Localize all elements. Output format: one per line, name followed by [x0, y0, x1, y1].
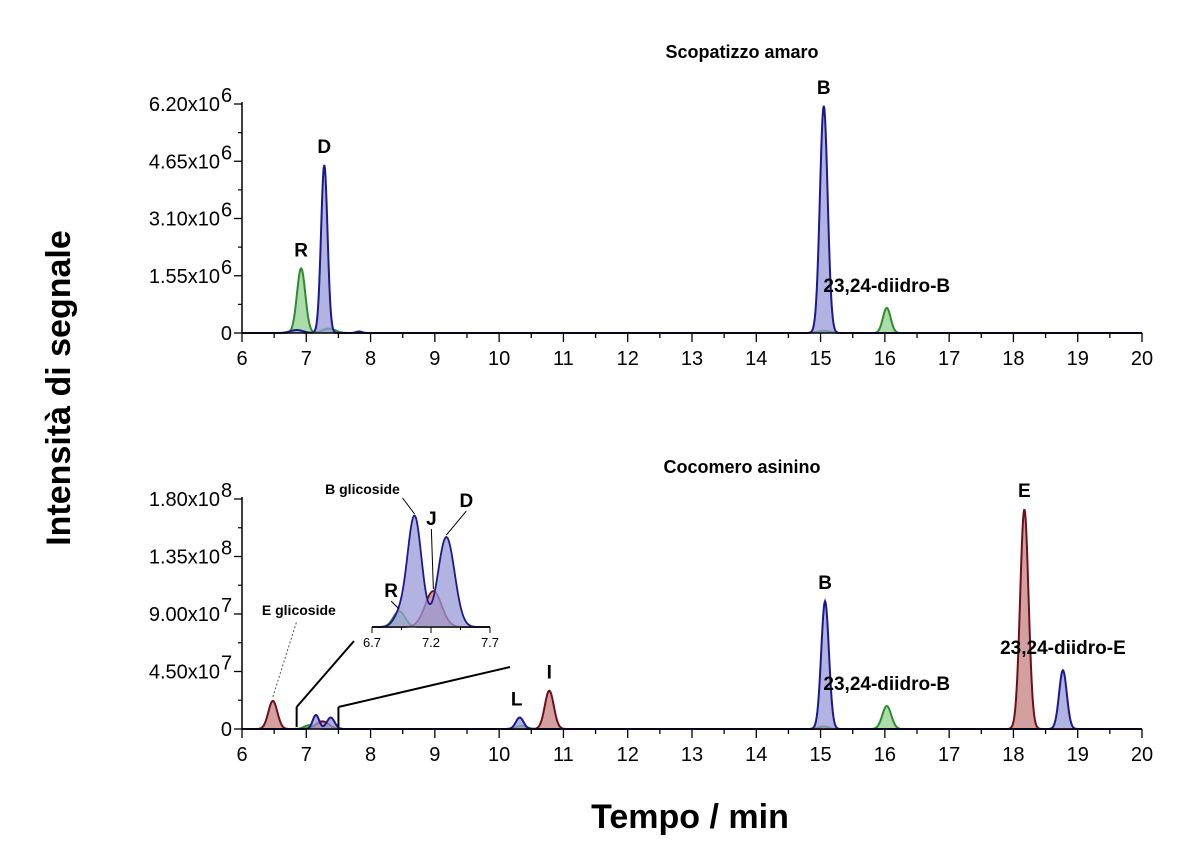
y-tick-exponent: 7 — [221, 595, 232, 617]
series-0-area — [242, 706, 1142, 729]
series-2-area — [242, 601, 1142, 729]
x-tick-label: 8 — [365, 348, 376, 370]
x-tick-label: 17 — [938, 348, 960, 370]
inset-leader-line — [402, 497, 415, 515]
peak-label: 23,24-diidro-E — [1000, 638, 1126, 659]
peak-label: I — [547, 663, 552, 684]
series-0-line — [242, 704, 1142, 730]
zoom-connector-right — [338, 666, 511, 708]
zoom-connector-left — [295, 640, 355, 708]
peak-label: E — [1018, 481, 1031, 502]
y-tick-label: 1.80x10 — [149, 489, 220, 511]
chart-title: Scopatizzo amaro — [665, 42, 818, 62]
series-1-area — [242, 105, 1142, 333]
inset-peak-label: J — [426, 509, 437, 530]
x-tick-label: 7 — [301, 348, 312, 370]
inset-leader-line — [430, 529, 434, 590]
peak-label: E glicoside — [262, 602, 336, 618]
y-tick-label: 9.00x10 — [149, 604, 220, 626]
peak-label: D — [317, 137, 331, 158]
y-axis-label: Intensità di segnale — [40, 230, 78, 546]
inset-x-tick-label: 7.7 — [481, 635, 499, 650]
y-tick-exponent: 6 — [221, 85, 232, 107]
x-tick-label: 15 — [809, 348, 831, 370]
y-tick-exponent: 7 — [221, 653, 232, 675]
x-tick-label: 19 — [1067, 744, 1089, 766]
panel-scopatizzo-amaro: Scopatizzo amaro 6 7 8 9 10 11 12 13 14 15 16 17 18 19… — [149, 42, 1153, 370]
y-tick-label: 0 — [221, 719, 232, 741]
x-tick-label: 8 — [365, 744, 376, 766]
peak-label: B — [818, 573, 832, 594]
x-tick-label: 16 — [874, 348, 896, 370]
x-tick-label: 20 — [1131, 348, 1153, 370]
inset-peak-label: R — [384, 581, 398, 602]
x-tick-label: 9 — [429, 348, 440, 370]
inset-zoom: 6.7 7.2 7.7 R B glicoside J D — [295, 481, 511, 727]
x-tick-label: 7 — [301, 744, 312, 766]
x-tick-label: 15 — [809, 744, 831, 766]
inset-x-tick-label: 6.7 — [363, 635, 381, 650]
series-1-area — [242, 509, 1142, 729]
y-tick-label: 4.50x10 — [149, 662, 220, 684]
y-tick-label: 0 — [221, 323, 232, 345]
series-1-line — [242, 508, 1142, 730]
x-tick-label: 11 — [553, 348, 574, 370]
x-tick-label: 6 — [236, 744, 247, 766]
inset-peak-label: D — [459, 491, 473, 512]
x-tick-label: 11 — [553, 744, 574, 766]
x-tick-label: 14 — [745, 348, 767, 370]
y-tick-label: 1.55x10 — [149, 266, 220, 288]
series-0-area — [242, 268, 1142, 333]
x-tick-label: 10 — [488, 744, 510, 766]
y-tick-label: 6.20x10 — [149, 94, 220, 116]
peak-label: B — [817, 78, 831, 99]
y-tick-exponent: 6 — [221, 257, 232, 279]
inset-x-tick-label: 7.2 — [422, 635, 440, 650]
series-1-line — [242, 105, 1142, 334]
x-tick-label: 10 — [488, 348, 510, 370]
x-tick-label: 12 — [617, 744, 639, 766]
panel-cocomero-asinino: Cocomero asinino 6 7 8 9 10 11 12 13 14 15 16 17 18 19… — [149, 457, 1153, 766]
x-tick-label: 9 — [429, 744, 440, 766]
peak-label: 23,24-diidro-B — [823, 276, 950, 297]
inset-leader-line — [445, 510, 467, 536]
peak-label: L — [511, 690, 523, 711]
leader-line — [272, 620, 298, 698]
y-tick-exponent: 8 — [221, 480, 232, 502]
y-tick-exponent: 6 — [221, 200, 232, 222]
chart-title: Cocomero asinino — [663, 457, 820, 477]
y-tick-label: 3.10x10 — [149, 209, 220, 231]
x-tick-label: 18 — [1002, 348, 1024, 370]
x-tick-label: 6 — [236, 348, 247, 370]
series-0-line — [242, 266, 1142, 334]
y-tick-exponent: 6 — [221, 142, 232, 164]
x-tick-label: 17 — [938, 744, 960, 766]
series-2-line — [242, 598, 1142, 730]
x-tick-label: 14 — [745, 744, 767, 766]
y-tick-label: 1.35x10 — [149, 547, 220, 569]
x-tick-label: 13 — [681, 348, 703, 370]
x-tick-label: 18 — [1002, 744, 1024, 766]
inset-series-2-line — [372, 514, 490, 628]
y-tick-label: 4.65x10 — [149, 151, 220, 173]
x-tick-label: 12 — [617, 348, 639, 370]
x-axis-label: Tempo / min — [591, 798, 789, 836]
peak-label: R — [294, 240, 308, 261]
x-tick-label: 13 — [681, 744, 703, 766]
peak-label: 23,24-diidro-B — [823, 674, 950, 695]
x-tick-label: 16 — [874, 744, 896, 766]
y-tick-exponent: 8 — [221, 538, 232, 560]
x-tick-label: 20 — [1131, 744, 1153, 766]
x-tick-label: 19 — [1067, 348, 1089, 370]
inset-peak-label: B glicoside — [325, 481, 400, 497]
inset-leader-line — [390, 600, 400, 610]
